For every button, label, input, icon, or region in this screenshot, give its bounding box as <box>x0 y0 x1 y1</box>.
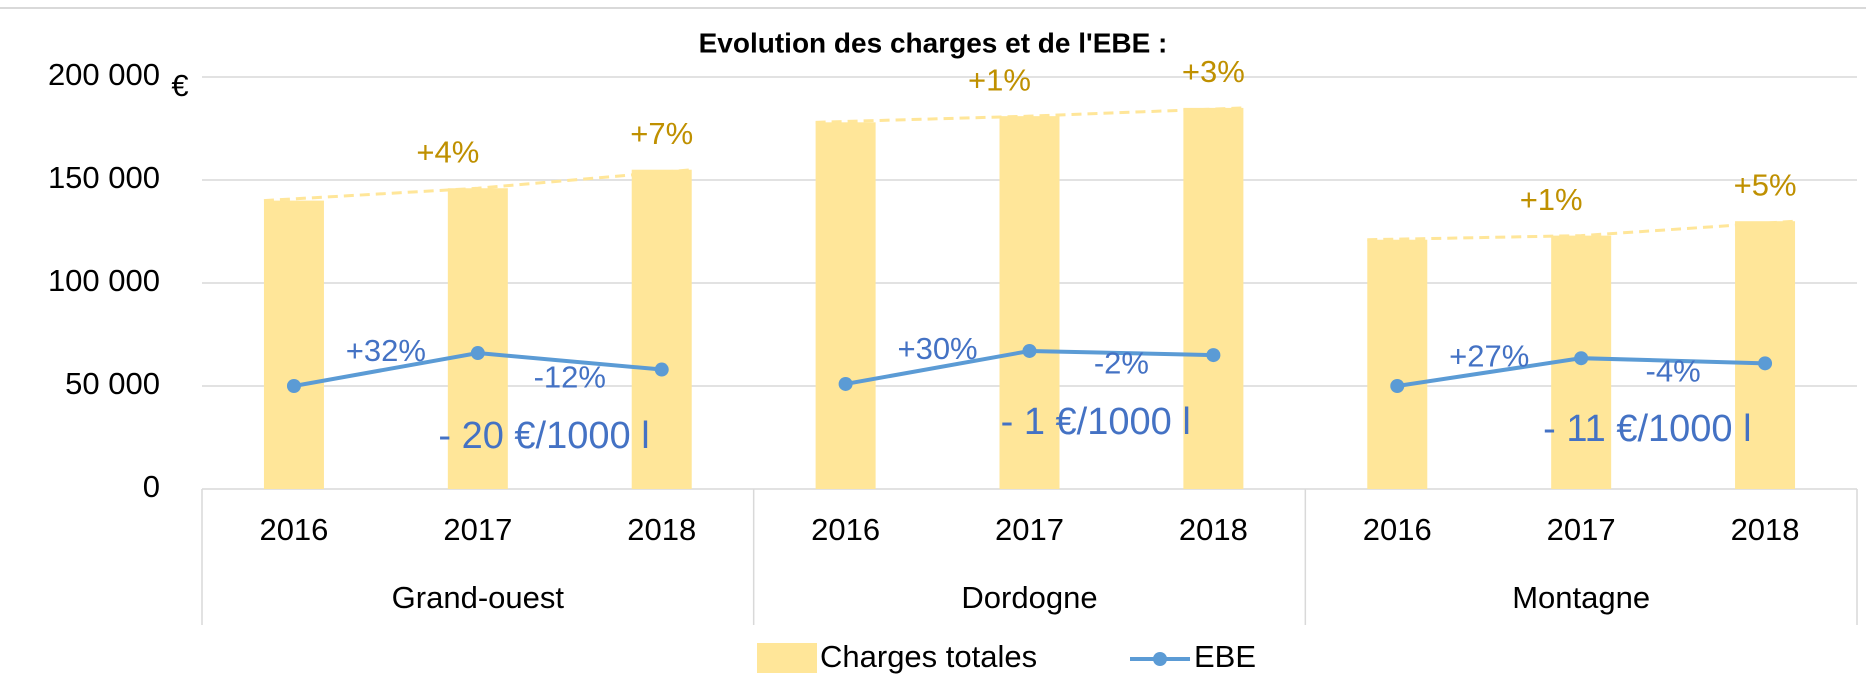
chart-title: Evolution des charges et de l'EBE : <box>699 27 1168 58</box>
x-tick-label: 2017 <box>995 512 1064 547</box>
x-tick-label: 2017 <box>443 512 512 547</box>
y-tick-label: 150 000 <box>48 160 160 195</box>
trend-line <box>815 106 1244 124</box>
bar-value-label: +4% <box>416 134 479 169</box>
x-tick-label: 2018 <box>1731 512 1800 547</box>
bar <box>631 169 692 489</box>
x-tick-label: 2016 <box>259 512 328 547</box>
ebe-point <box>1390 379 1405 393</box>
bar <box>1735 221 1796 489</box>
legend-label: EBE <box>1194 639 1256 674</box>
bar <box>447 188 508 490</box>
trend-line <box>1367 219 1796 242</box>
y-tick-label: 100 000 <box>48 263 160 298</box>
ebe-point <box>470 346 485 361</box>
line-value-label: +32% <box>346 333 426 368</box>
y-tick-label: 50 000 <box>65 366 160 401</box>
annotation: - 11 €/1000 l <box>1543 408 1751 450</box>
bar <box>1183 107 1244 490</box>
group-label: Dordogne <box>961 580 1097 615</box>
line-value-label: -2% <box>1094 345 1149 380</box>
bar-value-label: +5% <box>1734 167 1797 202</box>
trend-line <box>263 168 692 203</box>
bar <box>1367 239 1428 489</box>
x-tick-label: 2017 <box>1547 512 1616 547</box>
ebe-point <box>838 376 853 391</box>
group-label: Montagne <box>1512 580 1650 615</box>
bar-value-label: +7% <box>630 116 693 151</box>
line-value-label: +27% <box>1449 338 1529 373</box>
x-tick-label: 2016 <box>811 512 880 547</box>
bar <box>263 200 324 489</box>
line-value-label: -4% <box>1646 354 1701 389</box>
line-value-label: -12% <box>534 360 606 395</box>
bar-value-label: +3% <box>1182 54 1245 89</box>
bar <box>999 116 1060 489</box>
x-tick-label: 2018 <box>627 512 696 547</box>
y-tick-label: 0 <box>143 469 160 504</box>
bar-value-label: +1% <box>1520 182 1583 217</box>
legend-label: Charges totales <box>820 639 1037 674</box>
ebe-point <box>654 362 669 377</box>
bar <box>815 122 876 489</box>
ebe-point <box>1758 356 1773 371</box>
ebe-point <box>1574 351 1589 366</box>
ebe-point <box>1022 343 1037 358</box>
ebe-point <box>1206 348 1221 363</box>
group-label: Grand-ouest <box>392 580 565 615</box>
legend-swatch <box>757 643 817 673</box>
annotation: - 1 €/1000 l <box>1001 401 1191 443</box>
ebe-point <box>286 379 301 393</box>
x-tick-label: 2016 <box>1363 512 1432 547</box>
annotation: - 20 €/1000 l <box>438 415 649 457</box>
legend-marker <box>1153 652 1167 666</box>
bar-value-label: +1% <box>968 62 1031 97</box>
y-unit: € <box>171 68 188 103</box>
y-tick-label: 200 000 <box>48 57 160 92</box>
line-value-label: +30% <box>897 331 977 366</box>
x-tick-label: 2018 <box>1179 512 1248 547</box>
